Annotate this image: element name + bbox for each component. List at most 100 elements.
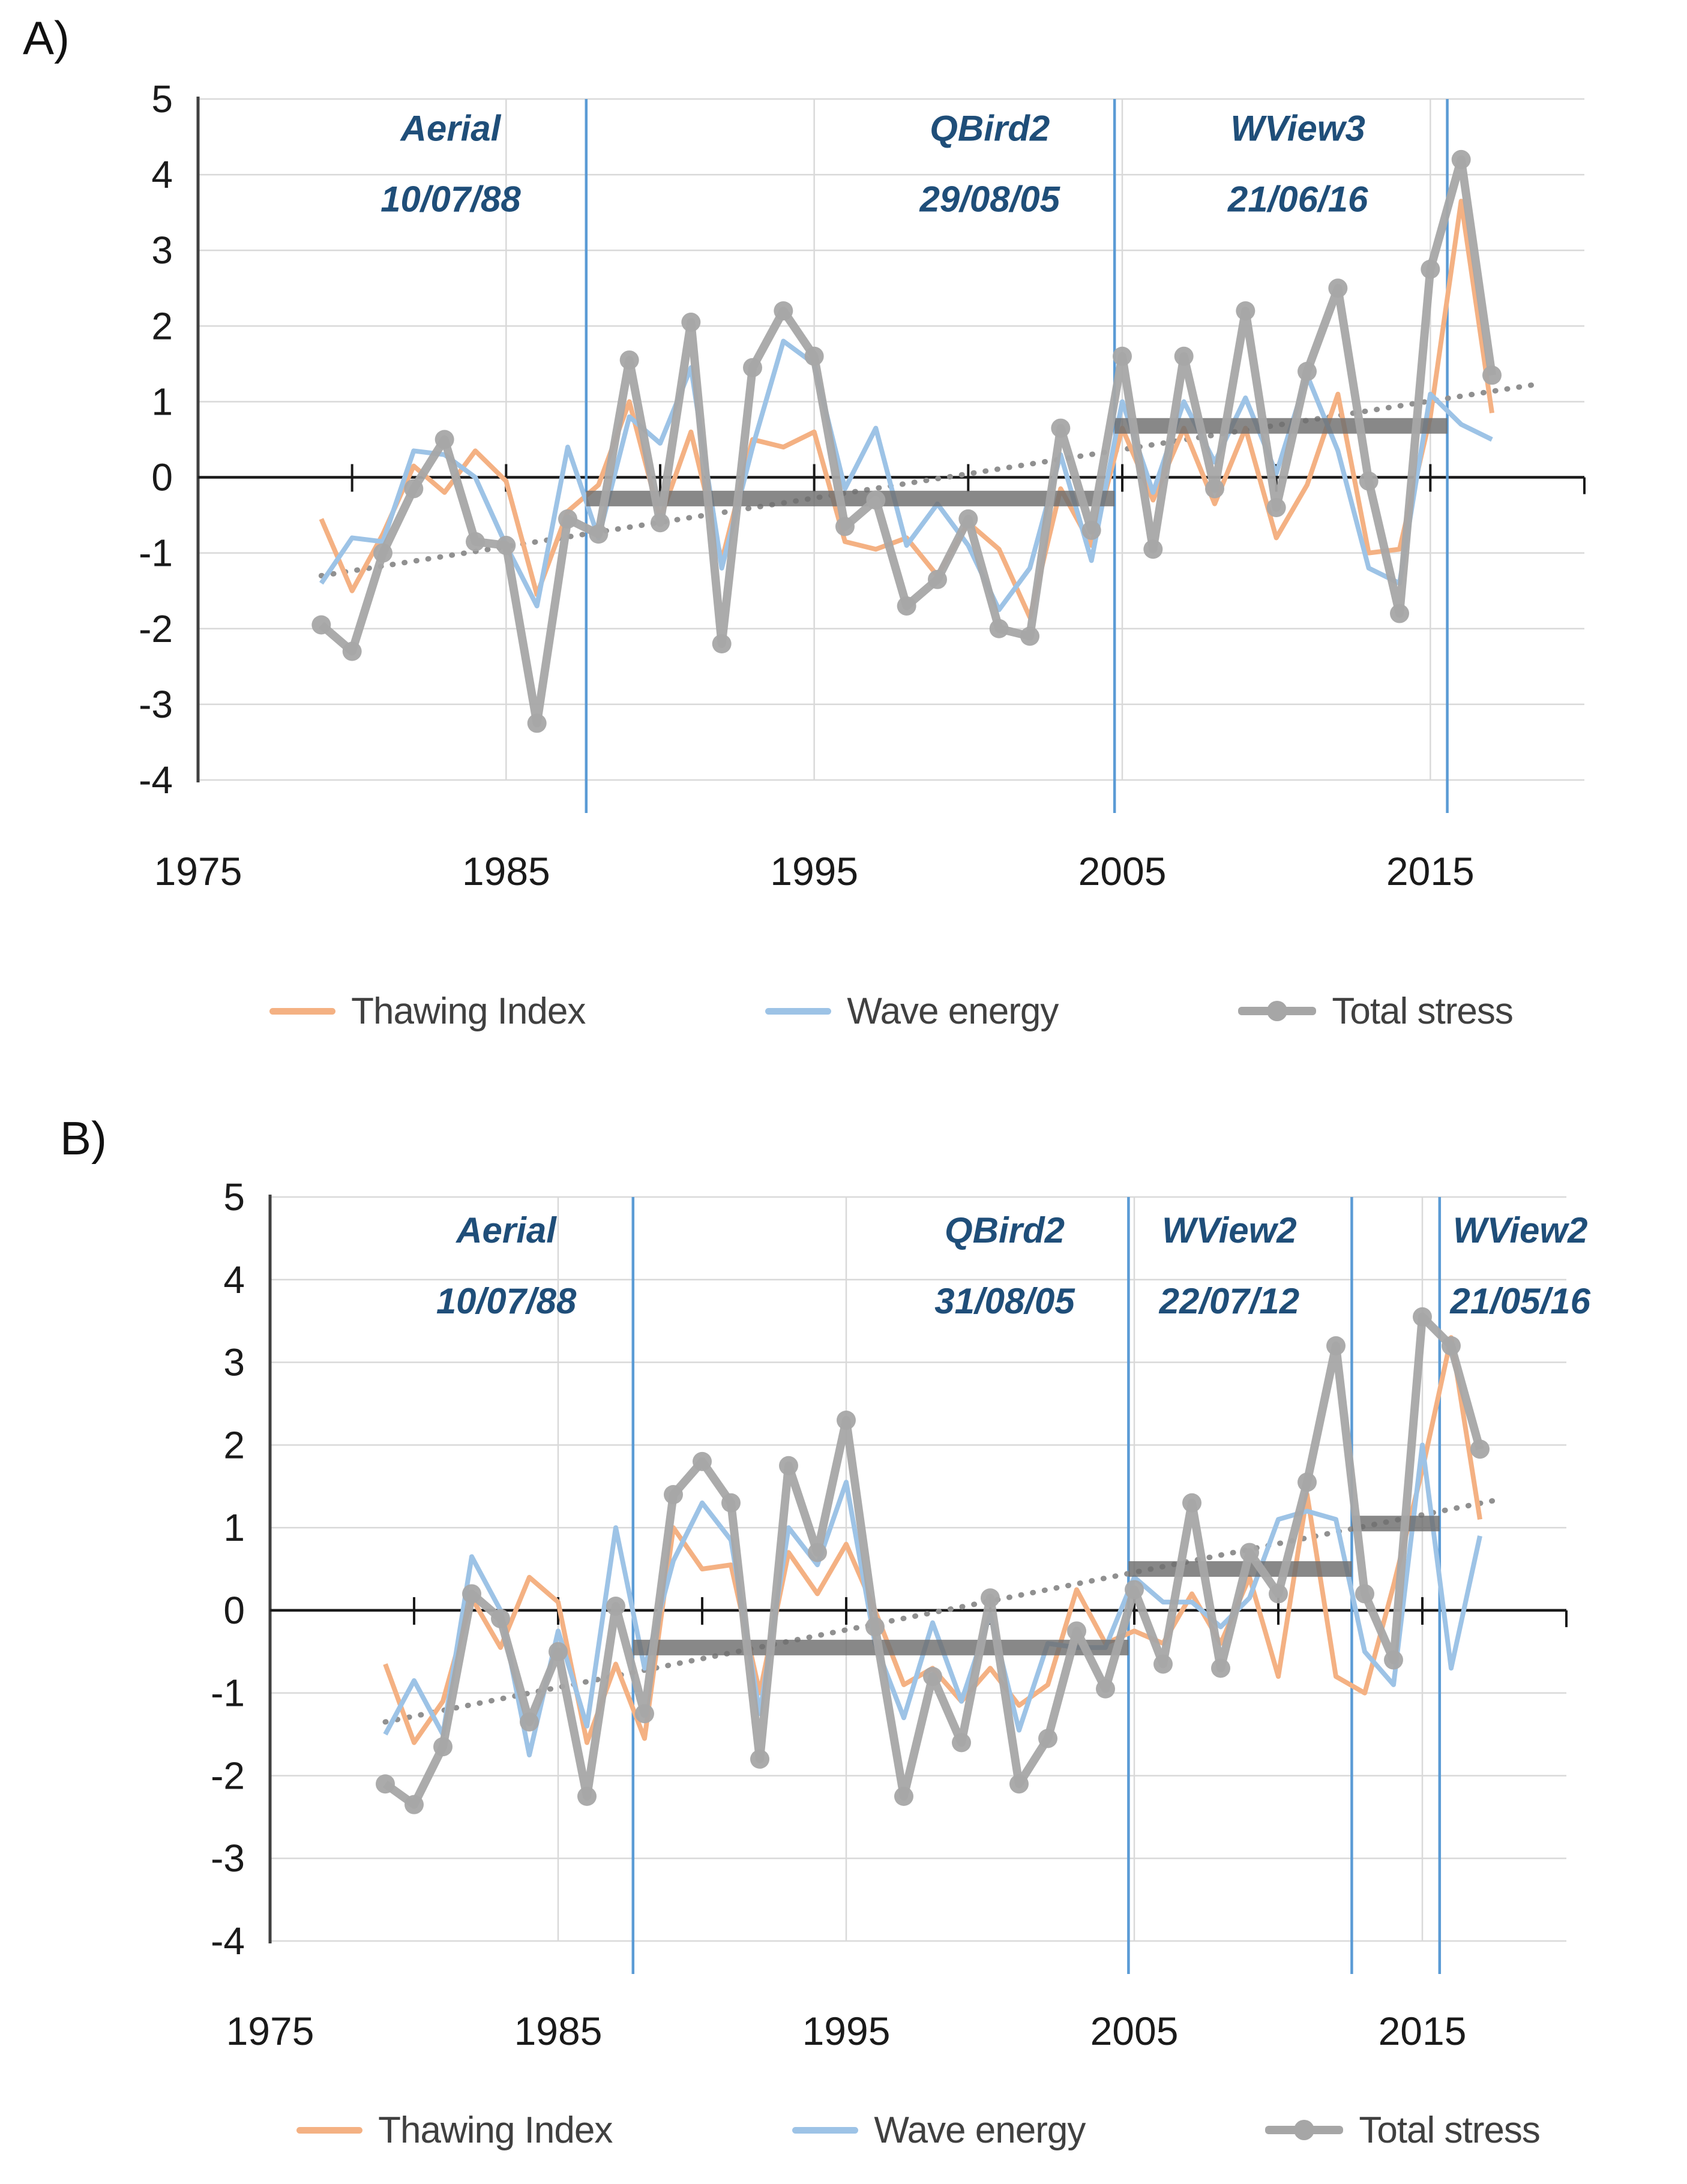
event-annotation-1-line-1-chart-b: QBird2 xyxy=(945,1210,1065,1250)
total-stress-marker-2009-chart-b xyxy=(1240,1543,1259,1562)
mean-bar-2-chart-b xyxy=(1352,1516,1440,1532)
total-stress-marker-1990-chart-b xyxy=(693,1451,712,1471)
total-stress-marker-1980-chart-b xyxy=(404,1795,424,1814)
total-stress-marker-2000-chart-b xyxy=(981,1588,1000,1608)
total-stress-marker-2008-chart-b xyxy=(1211,1658,1230,1678)
total-stress-marker-1994-chart-a xyxy=(774,301,793,321)
total-stress-marker-1986-chart-a xyxy=(527,713,547,733)
total-stress-marker-1991-chart-a xyxy=(681,313,701,332)
total-stress-marker-1996-chart-b xyxy=(865,1617,885,1637)
total-stress-marker-2007-chart-b xyxy=(1182,1493,1201,1513)
legend-label-thawing-index: Thawing Index xyxy=(378,2109,613,2151)
x-axis-label-1975-chart-a: 1975 xyxy=(154,849,242,893)
total-stress-marker-1984-chart-a xyxy=(466,532,485,551)
legend-label-wave-energy: Wave energy xyxy=(847,990,1059,1032)
total-stress-marker-2015-chart-b xyxy=(1413,1307,1432,1327)
x-axis-label-1975-chart-b: 1975 xyxy=(226,2009,314,2053)
total-stress-marker-2007-chart-a xyxy=(1174,346,1194,366)
total-stress-marker-1999-chart-b xyxy=(952,1733,971,1753)
total-stress-marker-2015-chart-a xyxy=(1421,259,1440,279)
legend-chart-a: Thawing Index Wave energy Total stress xyxy=(198,978,1584,1044)
y-axis-label-2-chart-a: 2 xyxy=(151,304,173,347)
total-stress-marker-2014-chart-b xyxy=(1384,1650,1403,1670)
y-axis-label--2-chart-b: -2 xyxy=(211,1754,245,1797)
total-stress-marker-2003-chart-b xyxy=(1067,1621,1086,1641)
total-stress-marker-2013-chart-a xyxy=(1359,471,1379,491)
total-stress-marker-1990-chart-a xyxy=(651,513,670,533)
wave-energy-line-chart-b xyxy=(383,1442,1482,1757)
trend-dotted-line-chart-b xyxy=(382,1496,1506,1725)
event-annotation-0-line-1-chart-b: Aerial xyxy=(455,1210,557,1250)
mean-bar-1-chart-a xyxy=(1114,418,1448,434)
event-annotation-0-line-2-chart-a: 10/07/88 xyxy=(380,179,521,219)
total-stress-marker-1999-chart-a xyxy=(928,569,947,589)
total-stress-marker-1981-chart-a xyxy=(373,543,392,563)
total-stress-marker-1994-chart-b xyxy=(808,1543,827,1562)
total-stress-marker-2011-chart-a xyxy=(1298,362,1317,381)
total-stress-marker-1979-chart-a xyxy=(311,615,331,635)
total-stress-line-chart-a xyxy=(318,155,1496,728)
total-stress-marker-2012-chart-a xyxy=(1328,278,1348,298)
legend-label-thawing-index: Thawing Index xyxy=(351,990,586,1032)
legend-label-total-stress: Total stress xyxy=(1332,990,1514,1032)
event-annotation-1-line-2-chart-a: 29/08/05 xyxy=(919,179,1060,219)
total-stress-marker-1986-chart-b xyxy=(577,1786,597,1806)
total-stress-marker-2013-chart-b xyxy=(1355,1584,1374,1604)
total-stress-marker-1983-chart-a xyxy=(435,430,454,449)
legend-item-thawing-index: Thawing Index xyxy=(296,2109,613,2152)
total-stress-marker-2014-chart-a xyxy=(1390,604,1409,623)
total-stress-marker-2002-chart-b xyxy=(1038,1729,1057,1748)
total-stress-marker-2004-chart-b xyxy=(1096,1679,1115,1699)
total-stress-marker-1982-chart-a xyxy=(404,479,424,499)
total-stress-marker-1987-chart-a xyxy=(558,509,577,529)
y-axis-label--2-chart-a: -2 xyxy=(139,607,173,650)
total-stress-marker-1981-chart-b xyxy=(433,1737,453,1757)
total-stress-marker-1979-chart-b xyxy=(376,1774,395,1794)
total-stress-marker-1993-chart-b xyxy=(779,1456,798,1475)
total-stress-marker-1992-chart-b xyxy=(750,1749,769,1769)
total-stress-marker-1985-chart-b xyxy=(549,1642,568,1661)
y-axis-label-3-chart-a: 3 xyxy=(151,229,173,272)
total-stress-marker-1983-chart-b xyxy=(491,1609,510,1628)
total-stress-marker-2006-chart-b xyxy=(1153,1654,1173,1674)
total-stress-marker-1985-chart-a xyxy=(496,536,516,556)
event-annotation-2-line-2-chart-a: 21/06/16 xyxy=(1227,179,1368,219)
total-stress-marker-2010-chart-a xyxy=(1266,498,1286,517)
wave-energy-line-chart-a xyxy=(319,338,1493,613)
total-stress-marker-2001-chart-a xyxy=(989,619,1009,638)
y-axis-label--1-chart-a: -1 xyxy=(139,532,173,575)
total-stress-marker-1989-chart-b xyxy=(664,1485,683,1504)
event-annotation-3-line-1-chart-b: WView2 xyxy=(1453,1210,1588,1250)
total-stress-marker-2010-chart-b xyxy=(1269,1584,1288,1604)
legend-item-wave-energy: Wave energy xyxy=(792,2109,1086,2152)
y-axis-label-4-chart-a: 4 xyxy=(151,153,173,196)
event-annotation-1-line-1-chart-a: QBird2 xyxy=(930,108,1050,148)
total-stress-marker-2004-chart-a xyxy=(1081,520,1101,540)
event-annotation-2-line-1-chart-a: WView3 xyxy=(1230,108,1365,148)
y-axis-label--4-chart-a: -4 xyxy=(139,758,173,802)
total-stress-marker-2012-chart-b xyxy=(1326,1336,1346,1355)
total-stress-marker-1982-chart-b xyxy=(462,1584,481,1604)
total-stress-marker-1996-chart-a xyxy=(835,517,855,536)
total-stress-marker-1997-chart-a xyxy=(866,490,886,510)
y-axis-label-5-chart-a: 5 xyxy=(151,77,173,121)
x-axis-label-1985-chart-b: 1985 xyxy=(514,2009,603,2053)
x-axis-label-2005-chart-a: 2005 xyxy=(1078,849,1167,893)
legend-label-total-stress: Total stress xyxy=(1359,2109,1541,2151)
x-axis-label-2015-chart-a: 2015 xyxy=(1386,849,1475,893)
y-axis-label-5-chart-b: 5 xyxy=(223,1175,245,1219)
y-axis-label-1-chart-a: 1 xyxy=(151,380,173,423)
wave-energy-swatch-icon xyxy=(792,2126,859,2134)
wave-energy-swatch-icon xyxy=(765,1007,832,1015)
x-axis-label-1995-chart-a: 1995 xyxy=(770,849,858,893)
total-stress-marker-2011-chart-b xyxy=(1298,1472,1317,1492)
total-stress-marker-1980-chart-a xyxy=(342,641,362,661)
y-axis-label-0-chart-a: 0 xyxy=(151,456,173,499)
total-stress-marker-2001-chart-b xyxy=(1009,1774,1029,1794)
y-axis-label-1-chart-b: 1 xyxy=(223,1506,245,1549)
legend-item-thawing-index: Thawing Index xyxy=(269,990,586,1033)
total-stress-marker-1984-chart-b xyxy=(520,1712,539,1732)
total-stress-marker-2016-chart-a xyxy=(1451,149,1471,169)
total-stress-marker-1993-chart-a xyxy=(743,358,762,377)
